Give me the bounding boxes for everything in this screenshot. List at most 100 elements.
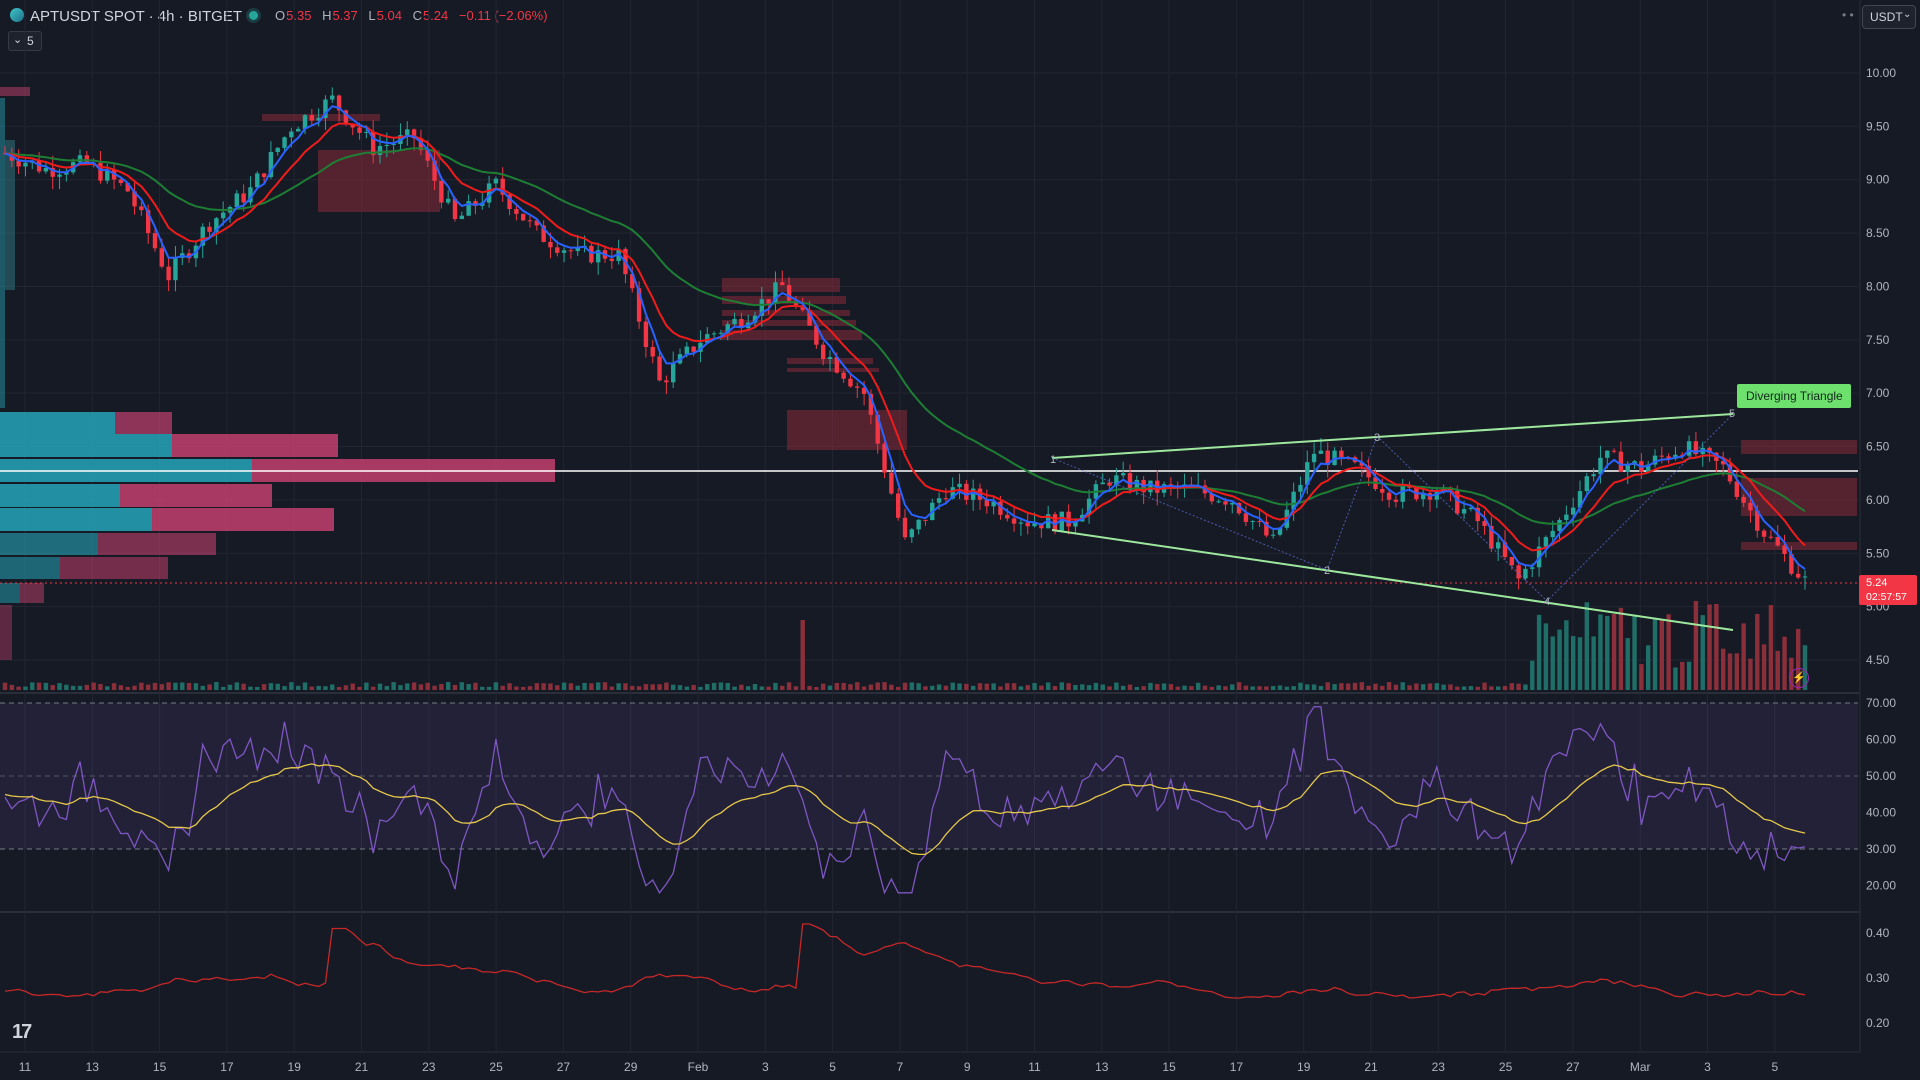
lightning-icon[interactable]: ⚡: [1789, 668, 1809, 688]
time-axis[interactable]: 11 13 15 17 19 21 23 25 27 29 Feb 3 5 7 9 11 13 15 17 19 21 2…: [19, 1060, 1779, 1074]
ema-fast-line[interactable]: [4, 105, 1806, 570]
candle-body: [350, 123, 355, 128]
volume-bar: [43, 682, 49, 690]
time-tick-label: 9: [964, 1060, 971, 1074]
volume-bar: [875, 682, 880, 690]
time-tick-label: 5: [829, 1060, 836, 1074]
volume-bar: [1577, 637, 1583, 690]
candle-body: [1339, 450, 1344, 458]
volatility-line[interactable]: [4, 923, 1806, 999]
ema-mid-line[interactable]: [4, 122, 1806, 552]
currency-select[interactable]: USDT ⌄: [1862, 5, 1916, 29]
time-tick-label: Mar: [1630, 1060, 1651, 1074]
pattern-point-3: 3: [1374, 432, 1380, 444]
candle-body: [105, 169, 110, 181]
candle-body: [459, 215, 465, 220]
volume-bar: [1523, 684, 1528, 690]
candle-body: [1543, 537, 1549, 547]
volume-bar: [1802, 645, 1808, 690]
price-tick-label: 10.00: [1866, 66, 1896, 80]
volume-bar: [275, 683, 280, 690]
tradingview-logo[interactable]: 17: [12, 1021, 32, 1043]
symbol-title[interactable]: APTUSDT SPOT · 4h · BITGET: [30, 8, 242, 25]
volume-bar: [193, 683, 199, 690]
volume-bar: [1318, 685, 1324, 690]
volume-bar: [752, 684, 758, 690]
price-tick-label: 5.50: [1866, 546, 1890, 560]
candle-body: [732, 318, 737, 325]
candle-body: [1318, 450, 1324, 454]
candle-body: [84, 155, 90, 163]
candle-body: [698, 342, 703, 352]
rsi-ma-line[interactable]: [4, 763, 1806, 856]
candle-body: [1325, 450, 1330, 465]
volume-bar: [718, 682, 724, 690]
rsi-tick-label: 40.00: [1866, 806, 1896, 820]
candle-body: [384, 144, 390, 146]
candle-body: [1264, 521, 1269, 536]
volatility-axis[interactable]: 0.40 0.30 0.20: [1866, 926, 1890, 1030]
pattern-point-5: 5: [1729, 408, 1735, 420]
candle-body: [1720, 460, 1726, 465]
volume-bar: [568, 683, 574, 690]
candle-body: [1311, 453, 1317, 463]
candle-body: [1557, 519, 1562, 531]
candle-body: [1148, 480, 1153, 493]
candle-body: [289, 131, 294, 138]
candle-body: [1127, 473, 1133, 491]
time-tick-label: 19: [1297, 1060, 1311, 1074]
volume-bar: [582, 682, 587, 690]
volatility-tick-label: 0.30: [1866, 971, 1890, 985]
volume-bar: [1080, 684, 1085, 690]
volume-bar: [1550, 636, 1555, 690]
volume-bar: [1045, 682, 1051, 690]
rsi-tick-label: 20.00: [1866, 879, 1896, 893]
dots-icon[interactable]: • •: [1842, 8, 1854, 22]
price-tick-label: 9.50: [1866, 119, 1890, 133]
candle-body: [950, 487, 955, 499]
volume-bar: [295, 685, 301, 690]
volume-bar: [957, 683, 962, 690]
price-axis[interactable]: 10.00 9.50 9.00 8.50 8.00 7.50 7.00 6.50 6.00 5.5…: [1866, 66, 1896, 667]
volume-bar: [1223, 686, 1228, 690]
volume-bar: [370, 686, 376, 690]
candle-body: [1605, 450, 1610, 458]
candle-body: [1509, 556, 1515, 566]
pattern-label[interactable]: Diverging Triangle: [1737, 384, 1851, 408]
volume-bar: [1114, 682, 1119, 690]
rsi-line[interactable]: [4, 705, 1806, 895]
candle-body: [814, 325, 819, 345]
volume-bar: [330, 684, 335, 690]
volume-bar: [16, 686, 21, 690]
candle-body: [302, 115, 308, 129]
market-status-icon[interactable]: [249, 11, 258, 20]
volume-bar: [930, 685, 935, 690]
volume-bar: [1209, 686, 1215, 690]
volume-bar: [316, 685, 321, 690]
candle-body: [1734, 481, 1740, 497]
diverging-triangle-pattern[interactable]: 1 2 3 4 5: [1050, 408, 1735, 631]
rsi-axis[interactable]: 70.00 60.00 50.00 40.00 30.00 20.00: [1866, 696, 1896, 893]
volume-bar: [1332, 684, 1337, 690]
candle-body: [1032, 523, 1037, 527]
volume-bar: [1795, 628, 1801, 690]
volume-bar: [1250, 686, 1255, 690]
candle-body: [711, 333, 717, 335]
volume-bar: [1400, 682, 1405, 690]
volume-bar: [1298, 682, 1303, 690]
volume-bar: [575, 685, 580, 690]
volume-bar: [364, 682, 369, 690]
volume-bar: [745, 686, 751, 690]
candle-body: [527, 220, 533, 222]
candle-body: [1168, 484, 1174, 486]
candle-body: [786, 285, 792, 301]
candle-body: [868, 393, 874, 415]
volume-bar: [111, 683, 117, 690]
volume-bar: [1489, 686, 1494, 690]
ema-slow-line[interactable]: [4, 147, 1806, 525]
candle-body: [200, 226, 205, 246]
candle-body: [1270, 534, 1276, 536]
candle-body: [895, 493, 901, 518]
volume-bar: [1448, 684, 1453, 690]
